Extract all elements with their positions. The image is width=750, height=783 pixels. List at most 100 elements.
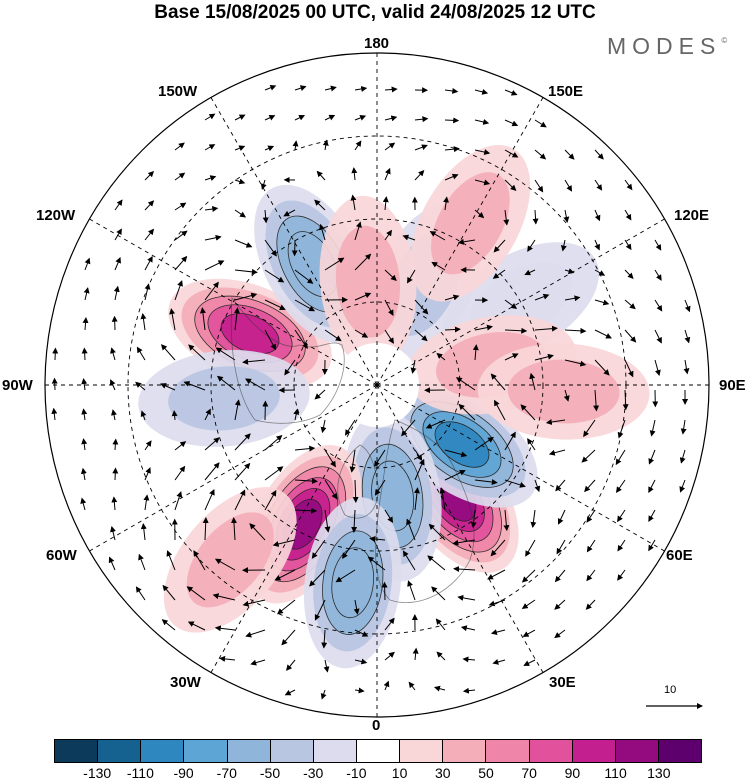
wind-vector (564, 295, 581, 302)
wind-vector (294, 85, 307, 91)
wind-vector (293, 408, 300, 421)
wind-vector (443, 196, 450, 211)
wind-vector (487, 569, 506, 580)
wind-vector (617, 509, 626, 523)
wind-vector (407, 580, 416, 601)
coastline-north-america (230, 296, 345, 424)
wind-vector (384, 329, 394, 344)
wind-vector (324, 257, 345, 271)
wind-vector (324, 479, 338, 500)
wind-vector (264, 434, 283, 451)
wind-vector (140, 313, 147, 331)
wind-vector (166, 550, 176, 571)
wind-vector (581, 449, 596, 463)
wind-vector (264, 84, 277, 91)
wind-vector (324, 449, 336, 468)
wind-vector (457, 594, 476, 601)
colorbar-tick-label: -50 (259, 765, 281, 781)
anomaly-contour (331, 547, 375, 619)
wind-vector (564, 359, 587, 367)
wind-vector (384, 617, 395, 631)
wind-vector (594, 179, 603, 191)
colorbar-segment (658, 740, 702, 762)
wind-vector (354, 687, 365, 694)
wind-vector (382, 196, 389, 211)
wind-vector (444, 146, 460, 153)
wind-vector (444, 449, 468, 458)
wind-vector (174, 230, 188, 241)
wind-vector (624, 209, 632, 221)
colorbar (54, 739, 702, 763)
anomaly-contour (335, 225, 401, 338)
coastline-eurasia (375, 419, 475, 603)
wind-vector (284, 359, 296, 376)
wind-vector (649, 419, 656, 437)
map-border (44, 52, 710, 718)
wind-vector (474, 436, 494, 451)
wind-vector (472, 344, 479, 361)
wind-vector (648, 539, 656, 552)
wind-vector (111, 496, 118, 511)
wind-vector (140, 523, 147, 541)
wind-vector (384, 509, 394, 524)
wind-vector (554, 629, 566, 639)
wind-vector (84, 257, 91, 271)
wind-vector (534, 179, 544, 193)
wind-vector (242, 358, 266, 365)
wind-vector (594, 239, 600, 251)
wind-vector (503, 509, 510, 532)
wind-vector (138, 553, 146, 571)
wind-vector (324, 85, 337, 92)
wind-vector (474, 179, 491, 186)
wind-vector (314, 199, 326, 211)
wind-vector (624, 299, 636, 310)
wind-vector (324, 114, 336, 121)
wind-vector (384, 651, 395, 661)
wind-vector (193, 550, 206, 571)
lon-label-30e: 30E (549, 674, 576, 691)
colorbar-tick-label: -10 (346, 765, 367, 781)
wind-vector (444, 173, 459, 181)
wind-vector (654, 359, 661, 377)
colorbar-tick-label: 110 (604, 765, 627, 781)
wind-vector (320, 419, 327, 434)
wind-vector (624, 239, 632, 251)
wind-vector (51, 377, 58, 391)
wind-vector (534, 479, 541, 493)
wind-vector (684, 299, 691, 313)
wind-vector (583, 419, 596, 438)
wind-vector (335, 569, 356, 583)
wind-vector (354, 658, 368, 665)
wind-vector (490, 539, 506, 557)
wind-vector (81, 438, 88, 451)
wind-vector (564, 149, 575, 160)
wind-vector (113, 285, 120, 301)
wind-vector (525, 539, 536, 557)
wind-vector (624, 329, 637, 343)
wind-vector (648, 509, 656, 522)
wind-vector (564, 327, 587, 334)
wind-vector (112, 467, 119, 481)
wind-vector (684, 329, 691, 344)
wind-vector (354, 140, 362, 151)
wind-vector (462, 687, 476, 694)
wind-vector (214, 558, 236, 571)
brand-text: MODES (607, 33, 722, 59)
wind-vector (369, 536, 386, 543)
wind-vector (111, 409, 117, 421)
wind-vector (215, 347, 236, 361)
latitude-circle (210, 218, 544, 552)
wind-vector (504, 179, 517, 192)
wind-vector (457, 238, 476, 245)
wind-vector (174, 172, 186, 181)
wind-vector (324, 509, 331, 533)
wind-vector (264, 466, 284, 481)
coastline-greenland (337, 444, 379, 519)
wind-vector (594, 149, 604, 160)
wind-vector (410, 359, 417, 374)
wind-vector (444, 87, 459, 94)
wind-vector (594, 299, 610, 306)
wind-vector (81, 378, 88, 391)
wind-vector (135, 381, 146, 391)
lon-label-120e: 120E (674, 207, 710, 224)
